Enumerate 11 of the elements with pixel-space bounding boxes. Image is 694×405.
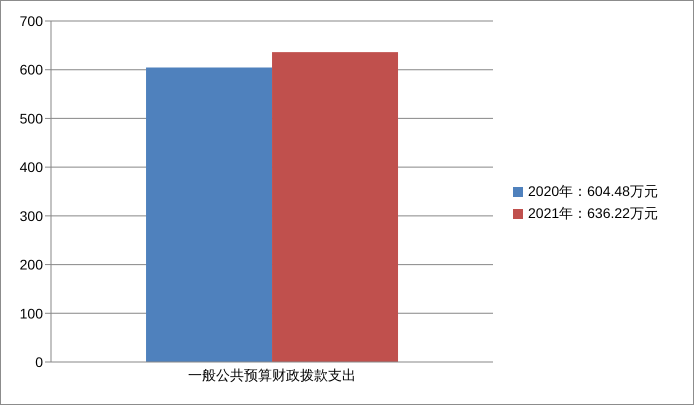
x-tick-label: 一般公共预算财政拨款支出: [188, 366, 356, 383]
legend-label: 2020年：604.48万元: [528, 182, 658, 200]
y-tick-label: 400: [20, 159, 44, 176]
y-tick-label: 0: [35, 354, 44, 370]
y-tick-label: 200: [20, 256, 44, 273]
y-tick-label: 500: [20, 110, 44, 126]
y-tick-label: 700: [20, 12, 44, 29]
legend-label: 2021年：636.22万元: [528, 204, 658, 222]
y-tick-label: 100: [20, 305, 44, 322]
y-tick-label: 600: [20, 62, 44, 78]
y-tick-label: 300: [20, 208, 44, 224]
